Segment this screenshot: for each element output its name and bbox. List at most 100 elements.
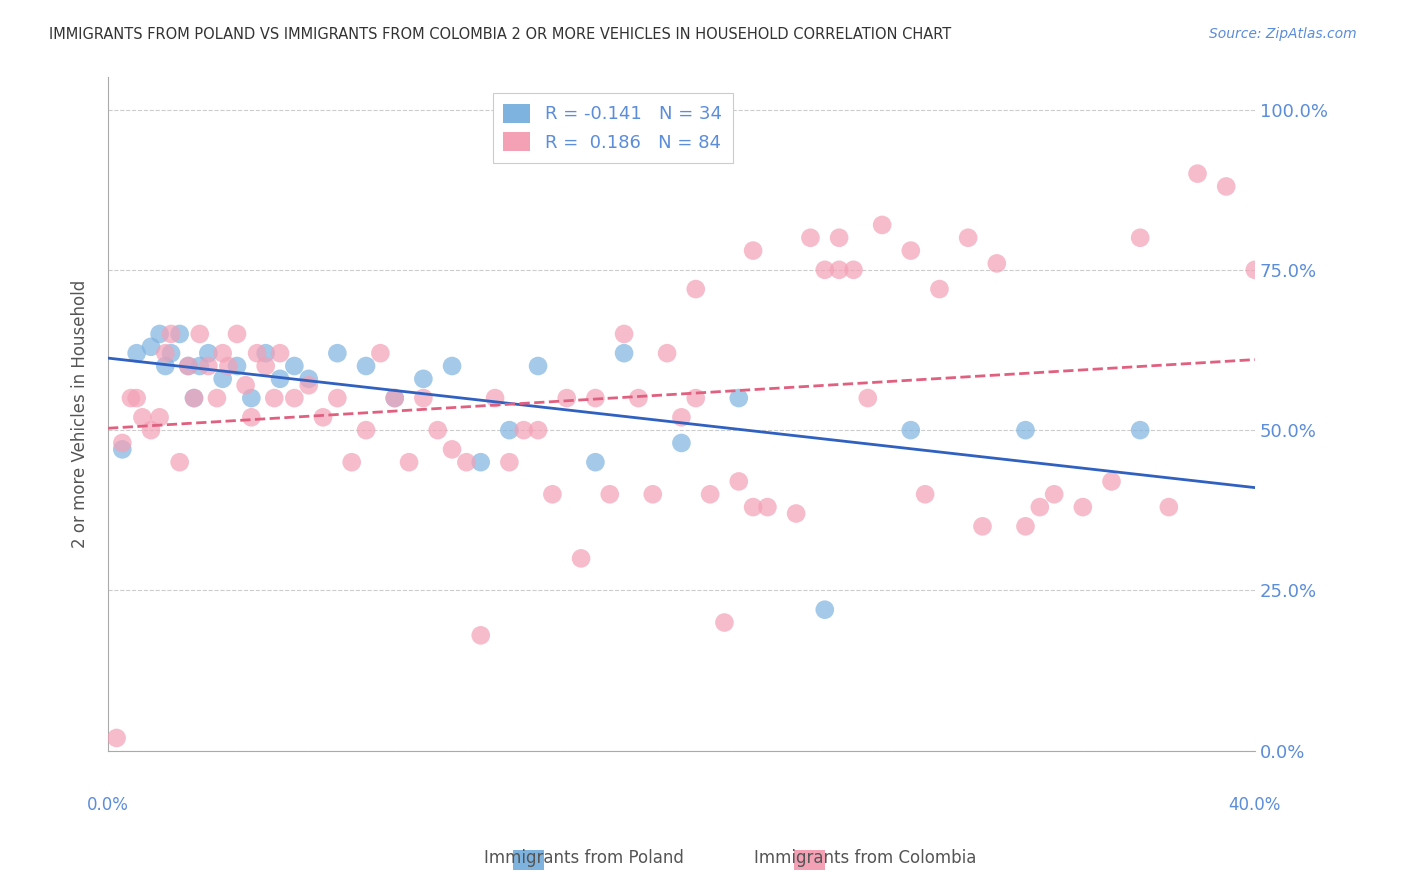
Point: [986, 256, 1008, 270]
Point: [498, 423, 520, 437]
Point: [111, 442, 134, 457]
Point: [1014, 423, 1036, 437]
Point: [1014, 519, 1036, 533]
Text: 40.0%: 40.0%: [1229, 796, 1281, 814]
Point: [326, 346, 349, 360]
Point: [742, 244, 765, 258]
Point: [240, 391, 263, 405]
Point: [914, 487, 936, 501]
Point: [139, 423, 162, 437]
Point: [412, 372, 434, 386]
Point: [226, 359, 249, 373]
Point: [1129, 423, 1152, 437]
Point: [188, 359, 211, 373]
Point: [269, 372, 291, 386]
Point: [627, 391, 650, 405]
Text: Immigrants from Colombia: Immigrants from Colombia: [754, 849, 976, 867]
Point: [197, 346, 219, 360]
Point: [312, 410, 335, 425]
Text: Source: ZipAtlas.com: Source: ZipAtlas.com: [1209, 27, 1357, 41]
Point: [900, 423, 922, 437]
Point: [1029, 500, 1052, 514]
Point: [283, 359, 305, 373]
Point: [583, 391, 606, 405]
Point: [169, 455, 191, 469]
Point: [599, 487, 621, 501]
Y-axis label: 2 or more Vehicles in Household: 2 or more Vehicles in Household: [72, 280, 89, 549]
Point: [1244, 262, 1267, 277]
Point: [246, 346, 269, 360]
Point: [613, 326, 636, 341]
Point: [856, 391, 879, 405]
Point: [699, 487, 721, 501]
Point: [169, 326, 191, 341]
Point: [671, 410, 693, 425]
Point: [155, 346, 177, 360]
Point: [211, 372, 233, 386]
Point: [226, 326, 249, 341]
Point: [1043, 487, 1066, 501]
Point: [756, 500, 779, 514]
Point: [183, 391, 205, 405]
Point: [1215, 179, 1237, 194]
Point: [814, 603, 837, 617]
Point: [742, 500, 765, 514]
Point: [340, 455, 363, 469]
Point: [205, 391, 228, 405]
Point: [814, 262, 837, 277]
Point: [527, 423, 550, 437]
Point: [928, 282, 950, 296]
Point: [900, 244, 922, 258]
Point: [470, 455, 492, 469]
Point: [685, 282, 707, 296]
Point: [254, 346, 277, 360]
Point: [426, 423, 449, 437]
Point: [188, 326, 211, 341]
Point: [555, 391, 578, 405]
Point: [235, 378, 257, 392]
Point: [972, 519, 994, 533]
Point: [456, 455, 478, 469]
Point: [120, 391, 142, 405]
Point: [111, 436, 134, 450]
Point: [326, 391, 349, 405]
Point: [498, 455, 520, 469]
Point: [441, 442, 464, 457]
Point: [398, 455, 420, 469]
Point: [583, 455, 606, 469]
Point: [641, 487, 664, 501]
Point: [412, 391, 434, 405]
Point: [149, 326, 172, 341]
Point: [685, 391, 707, 405]
Point: [1187, 167, 1209, 181]
Point: [160, 326, 183, 341]
Point: [828, 262, 851, 277]
Point: [1101, 475, 1123, 489]
Point: [1129, 231, 1152, 245]
Point: [1071, 500, 1094, 514]
Point: [541, 487, 564, 501]
Point: [131, 410, 153, 425]
Point: [197, 359, 219, 373]
Point: [484, 391, 506, 405]
Point: [177, 359, 200, 373]
Point: [370, 346, 392, 360]
Point: [957, 231, 980, 245]
Point: [139, 340, 162, 354]
Point: [354, 359, 377, 373]
Point: [125, 391, 148, 405]
Point: [354, 423, 377, 437]
Point: [105, 731, 128, 745]
Point: [298, 378, 321, 392]
Point: [211, 346, 233, 360]
Point: [512, 423, 534, 437]
Point: [727, 391, 749, 405]
Point: [149, 410, 172, 425]
Point: [727, 475, 749, 489]
Point: [713, 615, 735, 630]
Point: [298, 372, 321, 386]
Point: [155, 359, 177, 373]
Point: [384, 391, 406, 405]
Point: [177, 359, 200, 373]
Point: [799, 231, 821, 245]
